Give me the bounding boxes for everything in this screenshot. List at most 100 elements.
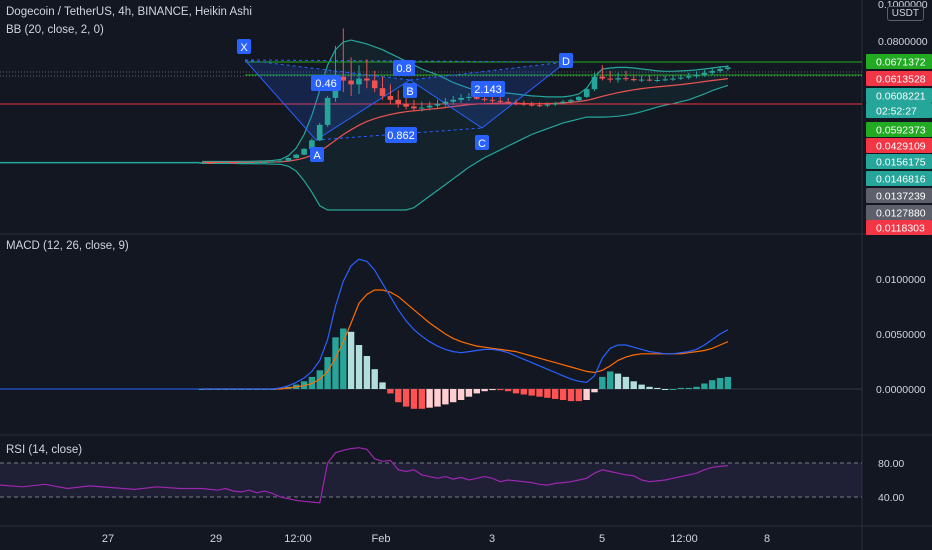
candle-body: [552, 103, 559, 105]
macd-histogram-bar: [457, 389, 465, 400]
candle-body: [403, 103, 409, 107]
candle-body: [450, 99, 456, 102]
macd-histogram-bar: [371, 369, 378, 389]
currency-badge[interactable]: USDT: [886, 6, 924, 21]
time-tick: Feb: [372, 533, 391, 545]
price-tag: [866, 122, 932, 137]
pattern-point-badge: [310, 147, 324, 162]
rsi-band: [0, 463, 862, 497]
candle-body: [599, 76, 606, 79]
pattern-point-label: X: [240, 42, 248, 54]
candle-body: [246, 162, 252, 164]
macd-signal-line: [202, 289, 729, 390]
candle-body: [717, 69, 723, 71]
macd-line: [202, 258, 729, 390]
macd-histogram-bar: [387, 389, 394, 394]
candle-body: [309, 140, 315, 149]
macd-histogram-bar: [567, 389, 575, 402]
bb-indicator-label[interactable]: BB (20, close, 2, 0): [6, 24, 104, 36]
price-tag: [866, 171, 932, 186]
pattern-ratio-label: 0.8: [396, 63, 411, 75]
candle-body: [662, 79, 668, 81]
price-tag-label: 0.0429109: [876, 141, 926, 153]
price-tag-label: 0.0592373: [876, 125, 926, 137]
candle-body: [709, 70, 716, 73]
pattern-ratio-label: 0.46: [315, 78, 336, 90]
candle-body: [638, 79, 645, 81]
pattern-ratio-badge: [471, 81, 505, 97]
macd-histogram-bar: [622, 376, 630, 389]
candle-body: [685, 76, 692, 78]
candle-body: [607, 78, 613, 80]
pattern-point-badge: [237, 39, 251, 54]
candle-body: [725, 67, 731, 69]
rsi-line: [0, 447, 728, 504]
macd-histogram-bar: [340, 328, 347, 389]
candle-body: [277, 160, 284, 162]
rsi-tick: 40.00: [878, 492, 904, 504]
macd-histogram-bar: [512, 389, 520, 394]
macd-histogram-bar: [504, 389, 512, 392]
macd-histogram-bar: [418, 389, 425, 409]
time-tick: 12:00: [284, 533, 312, 545]
price-tag-label: 02:52:27: [876, 106, 917, 118]
macd-indicator-label[interactable]: MACD (12, 26, close, 9): [6, 240, 129, 252]
pattern-point-badge: [403, 83, 417, 98]
pattern-ratio-badge: [393, 60, 415, 76]
candle-body: [356, 78, 362, 85]
candle-body: [230, 162, 237, 164]
pattern-ratio-line: [409, 61, 567, 81]
candle-body: [701, 72, 708, 75]
macd-histogram-bar: [654, 387, 661, 389]
macd-histogram-bar: [402, 389, 410, 407]
candle-body: [419, 107, 425, 109]
bb-upper-line: [202, 39, 728, 163]
macd-tick: 0.0100000: [876, 274, 926, 286]
price-tag-label: 0.0127880: [876, 208, 926, 220]
price-tag-label: 0.0118303: [876, 223, 925, 235]
symbol-title[interactable]: Dogecoin / TetherUS, 4h, BINANCE, Heikin…: [6, 6, 252, 18]
candle-body: [513, 102, 519, 104]
candle-body: [364, 78, 370, 81]
macd-histogram-bar: [489, 389, 496, 391]
candle-body: [207, 162, 213, 164]
candle-body: [285, 158, 292, 161]
macd-histogram-bar: [473, 389, 480, 394]
macd-histogram-bar: [724, 376, 732, 389]
price-tag: [866, 71, 932, 86]
pattern-point-label: A: [313, 150, 321, 162]
price-tag: [866, 54, 932, 69]
bb-basis-line: [202, 78, 728, 163]
candle-body: [262, 162, 268, 163]
price-tag: [866, 88, 932, 103]
candle-body: [411, 106, 417, 109]
macd-histogram-bar: [693, 386, 700, 389]
macd-tick: 0.0050000: [876, 329, 926, 341]
candle-body: [544, 104, 551, 106]
candle-body: [466, 96, 472, 98]
candle-body: [426, 105, 433, 108]
rsi-tick: 80.00: [878, 458, 904, 470]
candle-body: [214, 162, 221, 164]
macd-histogram-bar: [410, 389, 418, 409]
pattern-ratio-label: 0.862: [387, 130, 415, 142]
macd-histogram-bar: [544, 389, 551, 398]
candle-body: [324, 97, 331, 125]
macd-histogram-bar: [701, 383, 708, 389]
price-tick: 0.0800000: [878, 36, 928, 48]
macd-histogram-bar: [552, 389, 559, 399]
macd-histogram-bar: [355, 345, 363, 389]
candle-body: [560, 101, 566, 104]
pattern-ratio-line: [315, 127, 483, 141]
rsi-indicator-label[interactable]: RSI (14, close): [6, 444, 83, 456]
macd-histogram-bar: [442, 389, 449, 405]
macd-histogram-bar: [607, 371, 614, 389]
candle-body: [489, 99, 496, 101]
macd-histogram-bar: [677, 387, 684, 389]
candle-body: [521, 103, 527, 105]
macd-histogram-bar: [465, 389, 473, 397]
price-tag: [866, 220, 932, 235]
candle-body: [591, 76, 598, 90]
